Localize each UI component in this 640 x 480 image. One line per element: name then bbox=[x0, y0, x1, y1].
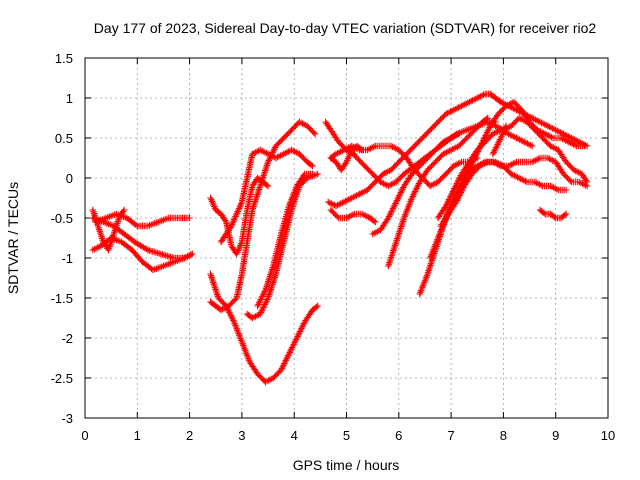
data-series bbox=[489, 122, 510, 158]
data-series bbox=[385, 114, 491, 270]
x-tick-label: 10 bbox=[601, 428, 615, 443]
data-point-markers bbox=[207, 118, 319, 314]
data-point-markers bbox=[217, 146, 316, 246]
data-point-markers bbox=[437, 158, 570, 230]
y-tick-label: -1 bbox=[61, 251, 73, 266]
y-tick-label: -3 bbox=[61, 411, 73, 426]
data-series bbox=[484, 114, 591, 186]
data-point-markers bbox=[254, 170, 316, 310]
y-tick-label: 1.5 bbox=[55, 51, 73, 66]
data-point-markers bbox=[92, 210, 193, 230]
data-point-markers bbox=[207, 270, 321, 386]
x-tick-label: 5 bbox=[343, 428, 350, 443]
data-series bbox=[217, 146, 316, 246]
y-axis-label: SDTVAR / TECUs bbox=[5, 182, 21, 294]
data-point-markers bbox=[489, 122, 510, 158]
chart-title: Day 177 of 2023, Sidereal Day-to-day VTE… bbox=[94, 20, 597, 36]
x-tick-label: 4 bbox=[291, 428, 298, 443]
x-tick-label: 8 bbox=[500, 428, 507, 443]
data-series bbox=[536, 206, 570, 222]
plot-frame bbox=[84, 57, 609, 419]
x-tick-label: 2 bbox=[186, 428, 193, 443]
data-point-markers bbox=[89, 214, 196, 262]
data-point-markers bbox=[484, 114, 591, 186]
data-series bbox=[369, 130, 463, 238]
x-tick-label: 3 bbox=[238, 428, 245, 443]
data-points bbox=[89, 90, 591, 386]
x-tick-label: 7 bbox=[447, 428, 454, 443]
x-tick-label: 6 bbox=[395, 428, 402, 443]
data-series bbox=[327, 206, 379, 226]
axis-ticks: 0 1 2 3 4 5 6 7 8 9 10 -3 -2.5 -2 -1.5 -1 -0.5 0 0.5 1 1.5 bbox=[51, 51, 616, 443]
data-series bbox=[89, 214, 196, 262]
y-tick-label: -0.5 bbox=[51, 211, 73, 226]
y-tick-label: 0.5 bbox=[55, 131, 73, 146]
data-series bbox=[89, 206, 128, 254]
data-series bbox=[92, 210, 193, 230]
x-tick-label: 0 bbox=[81, 428, 88, 443]
x-tick-label: 1 bbox=[134, 428, 141, 443]
data-point-markers bbox=[327, 206, 379, 226]
data-series bbox=[437, 158, 570, 230]
data-series bbox=[207, 270, 321, 386]
x-tick-label: 9 bbox=[552, 428, 559, 443]
y-tick-label: -1.5 bbox=[51, 291, 73, 306]
data-point-markers bbox=[369, 130, 463, 238]
x-axis-label: GPS time / hours bbox=[293, 457, 400, 473]
grid-lines bbox=[85, 58, 608, 418]
y-tick-label: -2.5 bbox=[51, 371, 73, 386]
data-series bbox=[254, 170, 316, 310]
data-point-markers bbox=[385, 114, 491, 270]
y-tick-label: -2 bbox=[61, 331, 73, 346]
y-tick-label: 0 bbox=[66, 171, 73, 186]
y-tick-label: 1 bbox=[66, 91, 73, 106]
data-series bbox=[207, 118, 319, 314]
data-point-markers bbox=[536, 206, 570, 222]
data-point-markers bbox=[89, 206, 128, 254]
